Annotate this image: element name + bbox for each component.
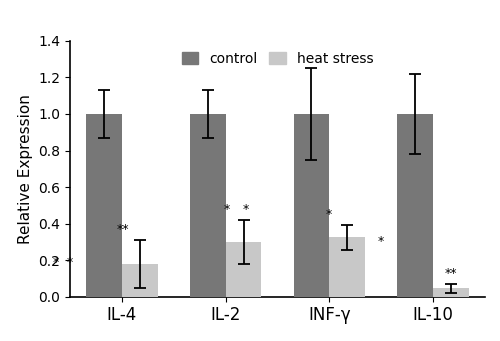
Text: *: * <box>52 256 59 269</box>
Bar <box>226 242 262 297</box>
Text: *: * <box>67 256 73 269</box>
Y-axis label: Relative Expression: Relative Expression <box>18 94 32 244</box>
Bar <box>433 288 469 297</box>
Text: **: ** <box>445 267 458 280</box>
Text: *: * <box>242 203 248 216</box>
Text: *: * <box>224 203 230 216</box>
Text: *: * <box>326 208 332 221</box>
Bar <box>398 114 433 297</box>
Bar <box>190 114 226 297</box>
Text: **: ** <box>116 223 129 236</box>
Bar <box>294 114 330 297</box>
Bar <box>330 237 365 297</box>
Bar <box>86 114 122 297</box>
Text: *: * <box>377 235 384 248</box>
Bar <box>122 264 158 297</box>
Legend: control, heat stress: control, heat stress <box>178 48 378 70</box>
